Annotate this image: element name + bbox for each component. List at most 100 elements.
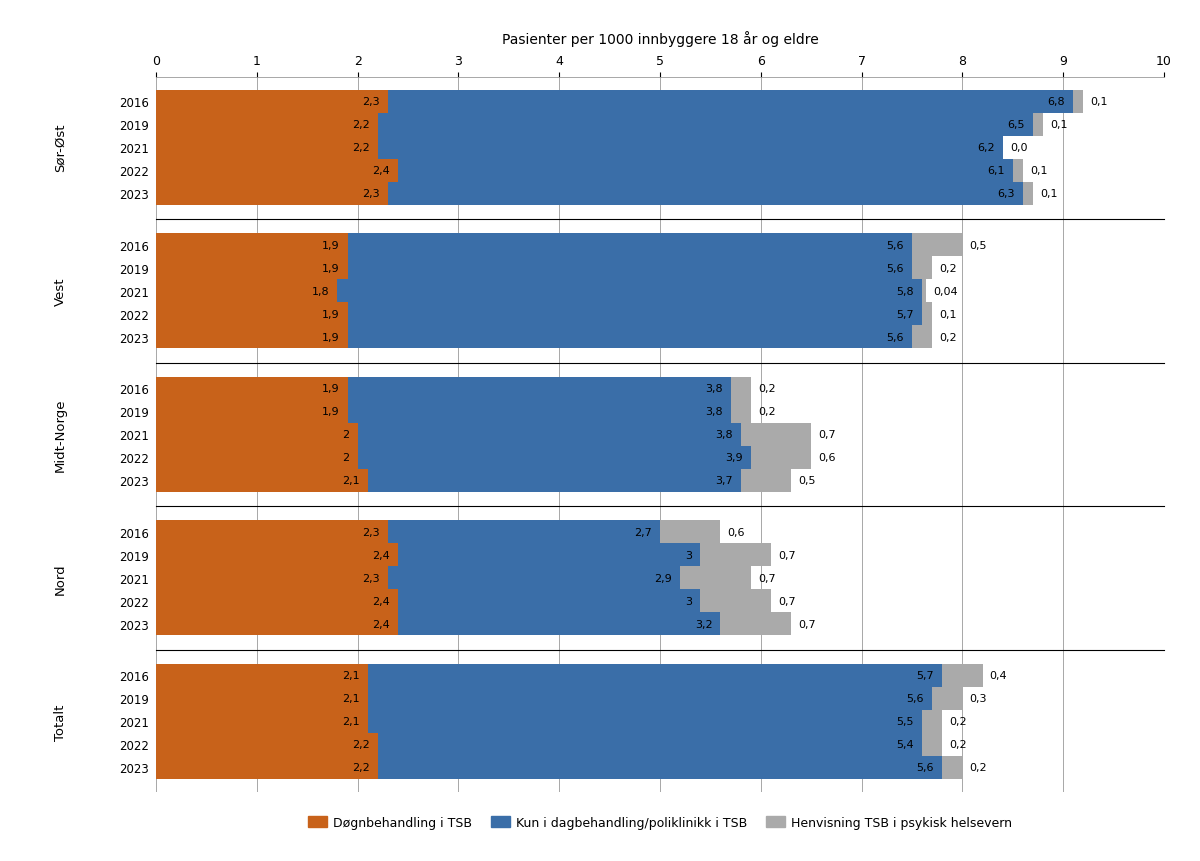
Bar <box>701 590 770 612</box>
Text: 0,7: 0,7 <box>757 573 775 583</box>
Bar <box>358 446 751 469</box>
Bar <box>156 424 358 446</box>
Bar <box>156 400 348 424</box>
Text: 2,3: 2,3 <box>362 97 379 107</box>
Text: 3,8: 3,8 <box>704 384 722 394</box>
Bar <box>398 612 720 635</box>
Text: 1,9: 1,9 <box>322 309 340 319</box>
Bar <box>156 325 348 349</box>
Text: 0,2: 0,2 <box>757 407 775 417</box>
Text: 3,8: 3,8 <box>704 407 722 417</box>
Bar <box>156 137 378 159</box>
Bar <box>156 733 378 756</box>
Bar <box>378 114 1033 137</box>
Text: 0,3: 0,3 <box>970 694 986 703</box>
Text: Midt-Norge: Midt-Norge <box>54 398 67 472</box>
Text: Nord: Nord <box>54 562 67 594</box>
Bar <box>156 183 388 206</box>
Text: 6,5: 6,5 <box>1007 121 1025 130</box>
Text: 0,7: 0,7 <box>818 430 836 440</box>
Text: 0,7: 0,7 <box>798 619 816 629</box>
Text: 2,4: 2,4 <box>372 619 390 629</box>
Text: 0,6: 0,6 <box>818 453 835 462</box>
Text: 2,2: 2,2 <box>352 121 370 130</box>
Bar <box>348 400 731 424</box>
Text: 3: 3 <box>685 596 692 606</box>
Text: 2,1: 2,1 <box>342 475 360 486</box>
Text: 3,8: 3,8 <box>715 430 732 440</box>
Text: 0,2: 0,2 <box>940 263 956 274</box>
Text: 0,2: 0,2 <box>940 332 956 343</box>
Text: 0,1: 0,1 <box>1030 166 1048 176</box>
Bar <box>367 710 922 733</box>
Bar <box>942 756 962 779</box>
Text: 0,2: 0,2 <box>949 716 967 727</box>
Text: 2,1: 2,1 <box>342 716 360 727</box>
Bar <box>337 280 922 303</box>
Text: 5,5: 5,5 <box>896 716 914 727</box>
Text: 5,4: 5,4 <box>896 740 914 749</box>
Text: 1,8: 1,8 <box>312 287 329 296</box>
Text: 0,1: 0,1 <box>940 309 956 319</box>
Text: 2,7: 2,7 <box>634 527 652 537</box>
Bar <box>740 424 811 446</box>
Bar <box>922 280 926 303</box>
Bar <box>1073 90 1084 114</box>
Text: 1,9: 1,9 <box>322 332 340 343</box>
Text: 2,3: 2,3 <box>362 189 379 199</box>
Bar <box>942 664 983 687</box>
Text: 0,04: 0,04 <box>934 287 958 296</box>
Text: 2,1: 2,1 <box>342 694 360 703</box>
Text: 0,5: 0,5 <box>798 475 816 486</box>
Text: 2,2: 2,2 <box>352 143 370 153</box>
Bar <box>156 446 358 469</box>
Bar <box>388 567 680 590</box>
Bar <box>740 469 791 492</box>
Bar <box>912 325 932 349</box>
Bar <box>398 590 701 612</box>
X-axis label: Pasienter per 1000 innbyggere 18 år og eldre: Pasienter per 1000 innbyggere 18 år og e… <box>502 31 818 46</box>
Text: 1,9: 1,9 <box>322 384 340 394</box>
Text: 6,3: 6,3 <box>997 189 1015 199</box>
Bar <box>156 710 367 733</box>
Bar <box>156 377 348 400</box>
Bar <box>156 664 367 687</box>
Bar <box>156 756 378 779</box>
Text: 5,6: 5,6 <box>887 332 904 343</box>
Bar <box>388 183 1022 206</box>
Text: 5,7: 5,7 <box>917 671 934 681</box>
Text: 2,1: 2,1 <box>342 671 360 681</box>
Text: 0,7: 0,7 <box>778 550 796 561</box>
Text: 2,4: 2,4 <box>372 166 390 176</box>
Text: 2: 2 <box>342 430 349 440</box>
Text: 0,2: 0,2 <box>970 763 988 772</box>
Text: 2: 2 <box>342 453 349 462</box>
Bar <box>348 257 912 280</box>
Bar <box>367 687 932 710</box>
Text: 5,6: 5,6 <box>917 763 934 772</box>
Bar <box>367 664 942 687</box>
Bar <box>388 521 660 544</box>
Bar <box>156 567 388 590</box>
Text: 3,2: 3,2 <box>695 619 713 629</box>
Text: 5,7: 5,7 <box>896 309 914 319</box>
Bar <box>731 377 751 400</box>
Text: 0,5: 0,5 <box>970 240 986 251</box>
Bar <box>922 710 942 733</box>
Bar <box>156 612 398 635</box>
Text: 2,3: 2,3 <box>362 573 379 583</box>
Text: 0,4: 0,4 <box>990 671 1007 681</box>
Bar <box>388 90 1073 114</box>
Text: 0,1: 0,1 <box>1040 189 1057 199</box>
Text: 2,4: 2,4 <box>372 550 390 561</box>
Text: 0,0: 0,0 <box>1009 143 1027 153</box>
Text: 1,9: 1,9 <box>322 263 340 274</box>
Text: 0,2: 0,2 <box>757 384 775 394</box>
Text: 1,9: 1,9 <box>322 407 340 417</box>
Text: 0,2: 0,2 <box>949 740 967 749</box>
Legend: Døgnbehandling i TSB, Kun i dagbehandling/poliklinikk i TSB, Henvisning TSB i ps: Døgnbehandling i TSB, Kun i dagbehandlin… <box>308 815 1012 829</box>
Text: 2,9: 2,9 <box>654 573 672 583</box>
Bar <box>680 567 751 590</box>
Bar <box>932 687 962 710</box>
Text: 1,9: 1,9 <box>322 240 340 251</box>
